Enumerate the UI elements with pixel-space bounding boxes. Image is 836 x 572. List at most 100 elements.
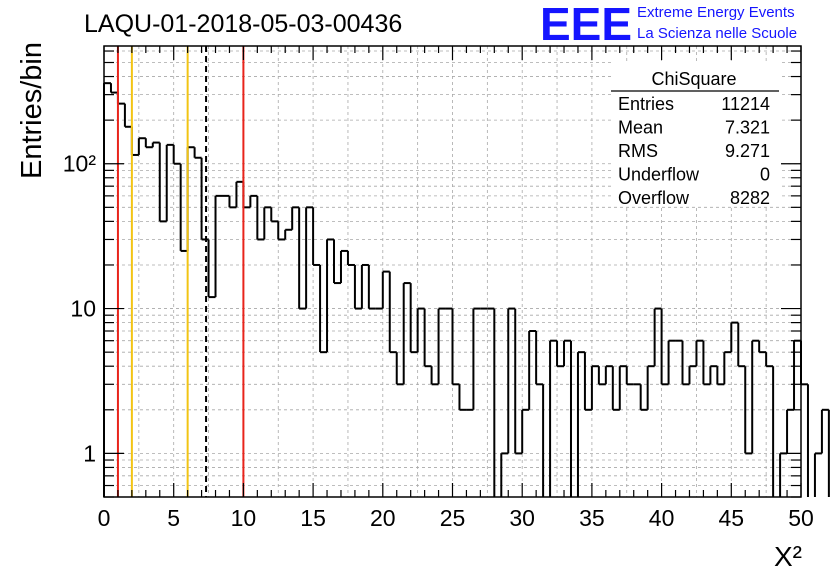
x-tick-label: 25 <box>440 505 466 531</box>
histogram-bin <box>709 365 718 385</box>
histogram-bin <box>339 249 348 284</box>
histogram-bin <box>214 194 223 298</box>
stats-value: 0 <box>760 165 770 185</box>
histogram-bin <box>681 340 690 386</box>
histogram-bin <box>130 126 139 156</box>
histogram-bin <box>416 307 425 353</box>
y-tick-label: 10 <box>70 296 96 322</box>
histogram-bin <box>333 239 341 285</box>
x-tick-label: 40 <box>649 505 675 531</box>
histogram-bin <box>528 330 537 410</box>
histogram-bin <box>653 307 662 367</box>
histogram-bin <box>451 308 460 386</box>
histogram-bin <box>521 408 530 454</box>
histogram-bin <box>109 83 118 94</box>
histogram-bin <box>144 138 153 149</box>
histogram-bin <box>576 351 585 497</box>
histogram-bin <box>514 308 523 455</box>
histogram-bin <box>583 352 592 411</box>
histogram-bin <box>186 146 195 251</box>
histogram-bin <box>423 308 432 368</box>
histogram-bin <box>151 141 160 148</box>
histogram-bin <box>820 408 829 454</box>
histogram-bin <box>786 408 795 454</box>
y-tick-label: 10² <box>63 151 97 177</box>
histogram-bin <box>256 195 265 241</box>
histogram-bin <box>249 194 258 208</box>
histogram-bin <box>646 365 655 410</box>
x-tick-label: 50 <box>788 505 814 531</box>
stats-label: Mean <box>618 118 663 138</box>
y-tick-label: 1 <box>83 440 96 466</box>
histogram-bin <box>535 331 544 386</box>
histogram-bin <box>291 206 300 230</box>
histogram-bin <box>116 92 125 105</box>
histogram-bin <box>326 238 335 353</box>
histogram-bin <box>228 195 237 209</box>
histogram-bin <box>430 366 439 386</box>
histogram-bin <box>688 365 697 385</box>
histogram-bin <box>563 339 571 367</box>
histogram-bin <box>793 339 801 410</box>
histogram-bin <box>381 270 390 309</box>
histogram-bin <box>597 366 606 386</box>
histogram-bin <box>549 339 558 497</box>
histogram-bin <box>604 365 613 385</box>
histogram-bin <box>590 365 599 410</box>
histogram-bin <box>556 340 565 368</box>
histogram-bin <box>618 365 627 410</box>
stats-label: RMS <box>618 141 658 161</box>
stats-value: 8282 <box>730 188 770 208</box>
x-tick-label: 10 <box>231 505 257 531</box>
x-tick-label: 20 <box>370 505 396 531</box>
histogram-bin <box>723 351 732 385</box>
histogram-bin <box>137 137 146 155</box>
stats-background <box>611 62 779 206</box>
logo-text: EEE <box>540 2 632 46</box>
histogram-bin <box>639 384 648 411</box>
histogram-bin <box>402 282 411 385</box>
stats-label: Overflow <box>618 188 690 208</box>
stats-rows: Entries 11214 Mean 7.321 RMS 9.271 Underflow 0 O… <box>618 94 770 208</box>
eee-logo: EEE <box>540 2 632 46</box>
x-tick-labels: 0 5 10 15 20 25 30 35 40 45 50 <box>98 505 814 531</box>
x-tick-label: 45 <box>719 505 745 531</box>
histogram-bin <box>500 452 509 497</box>
histogram-bin <box>263 206 272 240</box>
histogram-bin <box>353 264 362 310</box>
histogram-bin <box>395 352 404 386</box>
histogram-bin <box>346 250 355 266</box>
histogram-bin <box>388 271 397 354</box>
histogram-bin <box>179 163 188 252</box>
histogram-bin <box>472 307 481 410</box>
logo-line-1: Extreme Energy Events <box>637 4 795 21</box>
histogram-bin <box>507 307 516 454</box>
histogram-bin <box>360 263 369 309</box>
histogram-bin <box>716 366 725 386</box>
axis-ticks <box>103 46 802 498</box>
histogram-bin <box>319 264 328 354</box>
x-tick-label: 30 <box>509 505 535 531</box>
histogram-bin <box>758 340 767 354</box>
x-tick-label: 0 <box>98 505 111 531</box>
histogram-bin <box>751 339 760 454</box>
histogram-bin <box>305 206 314 309</box>
histogram-bin <box>123 103 132 128</box>
histogram-bin <box>611 366 620 411</box>
histogram-bin <box>744 366 753 455</box>
threshold-lines <box>116 46 245 497</box>
histogram-bin <box>235 180 244 208</box>
stats-title: ChiSquare <box>651 69 736 89</box>
stats-value: 9.271 <box>725 141 770 161</box>
histogram-bin <box>367 264 376 310</box>
stats-box: ChiSquare Entries 11214 Mean 7.321 RMS 9.271 U… <box>611 62 779 208</box>
histogram-bin <box>458 384 467 411</box>
stats-value: 11214 <box>721 94 770 114</box>
x-tick-label: 15 <box>300 505 326 531</box>
histogram-bin <box>730 321 739 353</box>
y-axis-label: Entries/bin <box>16 42 48 179</box>
histogram-bin <box>270 207 279 223</box>
histogram-bin <box>207 239 216 299</box>
